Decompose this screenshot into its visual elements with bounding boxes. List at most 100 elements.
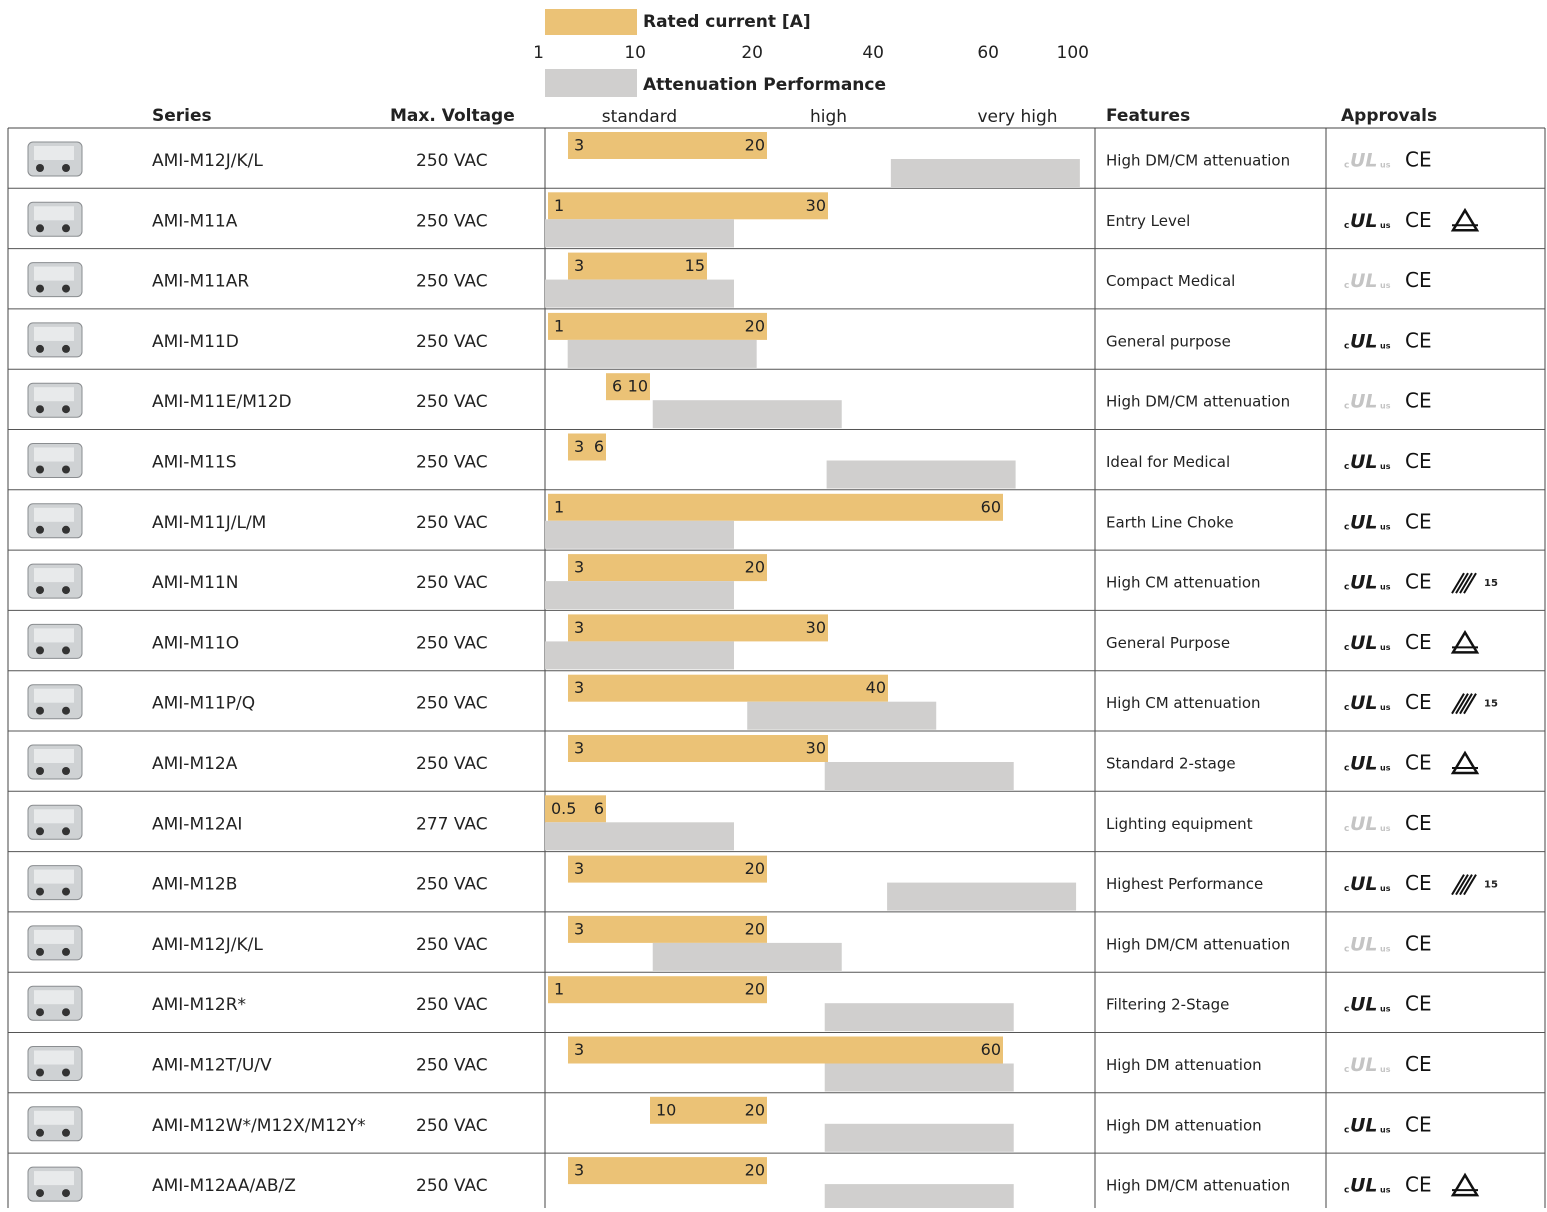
- attenuation-bar: [825, 762, 1014, 790]
- current-bar: [548, 976, 767, 1003]
- current-min: 3: [574, 618, 584, 637]
- product-image: [28, 564, 82, 598]
- series: AMI-M12R*: [152, 995, 246, 1015]
- current-max: 20: [745, 136, 765, 155]
- product-terminal: [36, 888, 44, 896]
- triangle-mark: [1453, 1175, 1477, 1195]
- product-terminal: [36, 767, 44, 775]
- ul-logo: UL: [1350, 391, 1378, 413]
- current-bar: [568, 735, 828, 762]
- product-terminal: [62, 405, 70, 413]
- ul-logo: UL: [1350, 753, 1378, 775]
- product-face: [34, 870, 74, 884]
- current-min: 3: [574, 919, 584, 938]
- attenuation-bar: [653, 400, 842, 428]
- series: AMI-M12B: [152, 875, 237, 895]
- enec-number: 15: [1484, 578, 1498, 589]
- product-terminal: [62, 1189, 70, 1197]
- series: AMI-M12J/K/L: [152, 935, 263, 955]
- feature: Lighting equipment: [1106, 815, 1253, 833]
- ce-mark: CE: [1405, 148, 1432, 172]
- voltage: 250 VAC: [416, 211, 488, 231]
- ul-suffix: us: [1380, 824, 1391, 833]
- voltage-header: Max. Voltage: [390, 106, 515, 126]
- series: AMI-M11A: [152, 211, 238, 231]
- attenuation-bar: [545, 219, 734, 247]
- scale-label: 10: [624, 43, 646, 63]
- ul-suffix: us: [1380, 522, 1391, 531]
- feature: Entry Level: [1106, 212, 1190, 230]
- current-min: 3: [574, 739, 584, 758]
- product-image: [28, 1167, 82, 1201]
- scale-label: 60: [977, 43, 999, 63]
- ul-prefix: c: [1344, 1065, 1349, 1075]
- current-swatch: [545, 9, 637, 35]
- product-terminal: [62, 767, 70, 775]
- feature: High DM/CM attenuation: [1106, 393, 1290, 411]
- ul-logo: UL: [1350, 150, 1378, 172]
- product-terminal: [36, 586, 44, 594]
- feature: High DM attenuation: [1106, 1056, 1262, 1074]
- ul-logo: UL: [1350, 1054, 1378, 1076]
- current-max: 30: [806, 618, 826, 637]
- product-terminal: [62, 586, 70, 594]
- current-bar: [568, 614, 828, 641]
- triangle-mark: [1453, 632, 1477, 652]
- product-terminal: [36, 224, 44, 232]
- ce-mark: CE: [1405, 811, 1432, 835]
- current-max: 20: [745, 558, 765, 577]
- product-image: [28, 866, 82, 900]
- voltage: 250 VAC: [416, 633, 488, 653]
- series: AMI-M12J/K/L: [152, 151, 263, 171]
- scale-label: 20: [741, 43, 763, 63]
- product-terminal: [36, 345, 44, 353]
- feature: Ideal for Medical: [1106, 453, 1230, 471]
- current-max: 6: [594, 437, 604, 456]
- product-terminal: [62, 1008, 70, 1016]
- product-face: [34, 387, 74, 401]
- series: AMI-M12AI: [152, 814, 242, 834]
- attenuation-bar: [825, 1003, 1014, 1031]
- ul-suffix: us: [1380, 884, 1391, 893]
- ul-prefix: c: [1344, 583, 1349, 593]
- ul-logo: UL: [1350, 813, 1378, 835]
- current-min: 1: [554, 497, 564, 516]
- triangle-mark: [1453, 210, 1477, 230]
- ul-logo: UL: [1350, 632, 1378, 654]
- current-min: 0.5: [551, 799, 576, 818]
- ul-logo: UL: [1350, 330, 1378, 352]
- attenuation-bar: [825, 1184, 1014, 1208]
- ul-logo: UL: [1350, 511, 1378, 533]
- attenuation-level: standard: [602, 107, 677, 127]
- product-terminal: [36, 466, 44, 474]
- current-min: 3: [574, 1161, 584, 1180]
- feature: High DM/CM attenuation: [1106, 1177, 1290, 1195]
- ul-suffix: us: [1380, 583, 1391, 592]
- product-terminal: [36, 285, 44, 293]
- ul-prefix: c: [1344, 1125, 1349, 1135]
- ul-prefix: c: [1344, 884, 1349, 894]
- series: AMI-M12A: [152, 754, 238, 774]
- product-face: [34, 327, 74, 341]
- current-min: 3: [574, 136, 584, 155]
- ul-logo: UL: [1350, 451, 1378, 473]
- product-image: [28, 444, 82, 478]
- current-legend: Rated current [A]: [643, 12, 811, 32]
- voltage: 250 VAC: [416, 694, 488, 714]
- current-max: 20: [745, 1100, 765, 1119]
- product-face: [34, 628, 74, 642]
- feature: High DM/CM attenuation: [1106, 935, 1290, 953]
- feature: Highest Performance: [1106, 875, 1263, 893]
- current-bar: [568, 1037, 1003, 1064]
- attenuation-bar: [545, 581, 734, 609]
- product-terminal: [36, 164, 44, 172]
- voltage: 277 VAC: [416, 814, 488, 834]
- scale-label: 100: [1057, 43, 1089, 63]
- series: AMI-M11E/M12D: [152, 392, 292, 412]
- attenuation-bar: [568, 340, 757, 368]
- ul-logo: UL: [1350, 210, 1378, 232]
- current-max: 20: [745, 1161, 765, 1180]
- attenuation-legend: Attenuation Performance: [643, 75, 886, 95]
- product-face: [34, 689, 74, 703]
- ul-suffix: us: [1380, 161, 1391, 170]
